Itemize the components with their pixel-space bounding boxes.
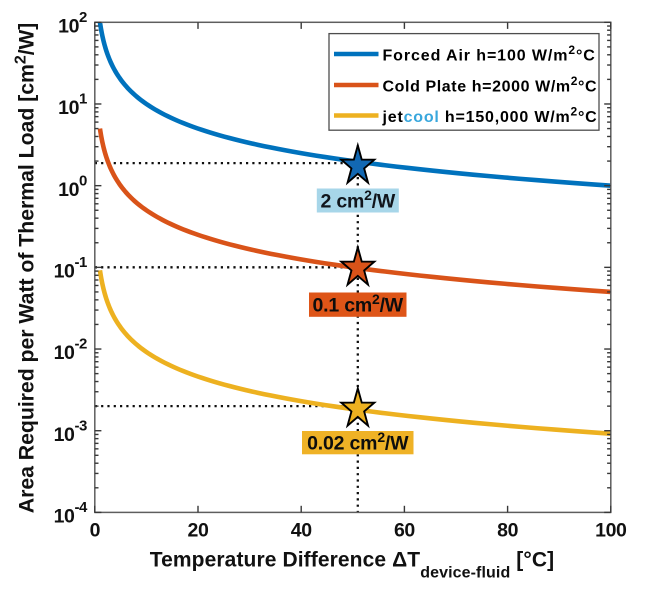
svg-text:Cold Plate h=2000 W/m2°C: Cold Plate h=2000 W/m2°C bbox=[383, 74, 598, 96]
svg-text:60: 60 bbox=[394, 520, 415, 542]
svg-text:2 cm2/W: 2 cm2/W bbox=[320, 187, 395, 213]
svg-text:Area Required per Watt of Ther: Area Required per Watt of Thermal Load [… bbox=[13, 23, 39, 514]
svg-text:0.02 cm2/W: 0.02 cm2/W bbox=[307, 429, 409, 455]
svg-text:jetcool h=150,000 W/m2°C: jetcool h=150,000 W/m2°C bbox=[382, 104, 598, 126]
svg-text:100: 100 bbox=[595, 520, 627, 542]
svg-text:0: 0 bbox=[90, 520, 101, 542]
svg-text:0.1 cm2/W: 0.1 cm2/W bbox=[312, 291, 403, 317]
svg-text:20: 20 bbox=[188, 520, 209, 542]
svg-text:40: 40 bbox=[291, 520, 312, 542]
svg-text:Forced Air h=100 W/m2°C: Forced Air h=100 W/m2°C bbox=[383, 43, 596, 65]
svg-text:80: 80 bbox=[497, 520, 518, 542]
